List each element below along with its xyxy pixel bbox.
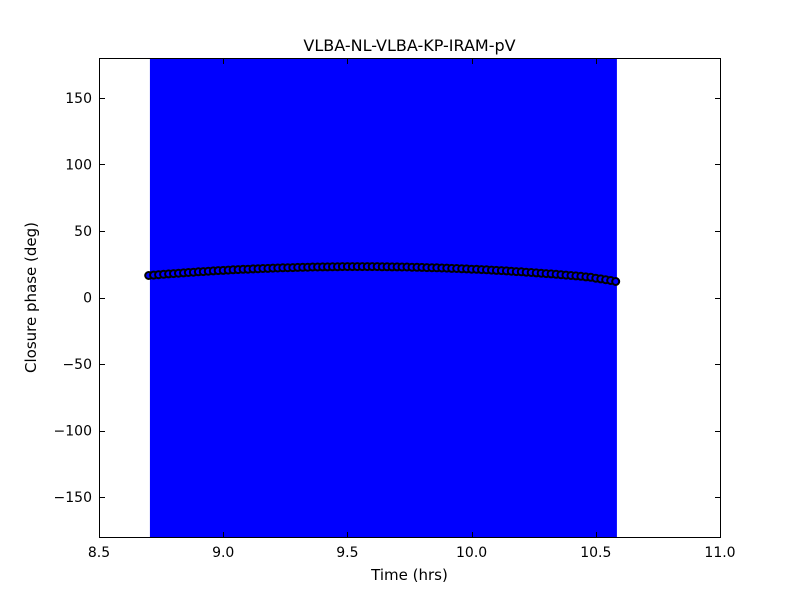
x-axis-label: Time (hrs) xyxy=(370,566,448,584)
y-tick-label: 0 xyxy=(83,291,92,307)
errorbar-band xyxy=(149,58,617,537)
x-tick-label: 10.0 xyxy=(456,545,487,561)
y-tick-label: 50 xyxy=(74,224,92,240)
y-tick-label: −150 xyxy=(54,490,92,506)
x-tick-label: 8.5 xyxy=(88,545,110,561)
x-tick-label: 9.5 xyxy=(336,545,358,561)
y-tick-label: −100 xyxy=(54,424,92,440)
y-tick-label: −50 xyxy=(62,357,92,373)
axes-frame xyxy=(99,58,721,538)
x-tick-label: 9.0 xyxy=(212,545,234,561)
chart-title: VLBA-NL-VLBA-KP-IRAM-pV xyxy=(303,36,515,55)
y-tick-label: 150 xyxy=(65,91,92,107)
data-point xyxy=(611,277,621,286)
plot-dynamic-layer: 8.5 9.0 9.5 10.0 10.5 11.0 −150 −100 −50 0 50 100 15… xyxy=(54,58,736,561)
y-tick-label: 100 xyxy=(65,157,92,173)
x-tick-label: 10.5 xyxy=(580,545,611,561)
x-tick-label: 11.0 xyxy=(704,545,735,561)
y-axis-label: Closure phase (deg) xyxy=(22,222,40,373)
